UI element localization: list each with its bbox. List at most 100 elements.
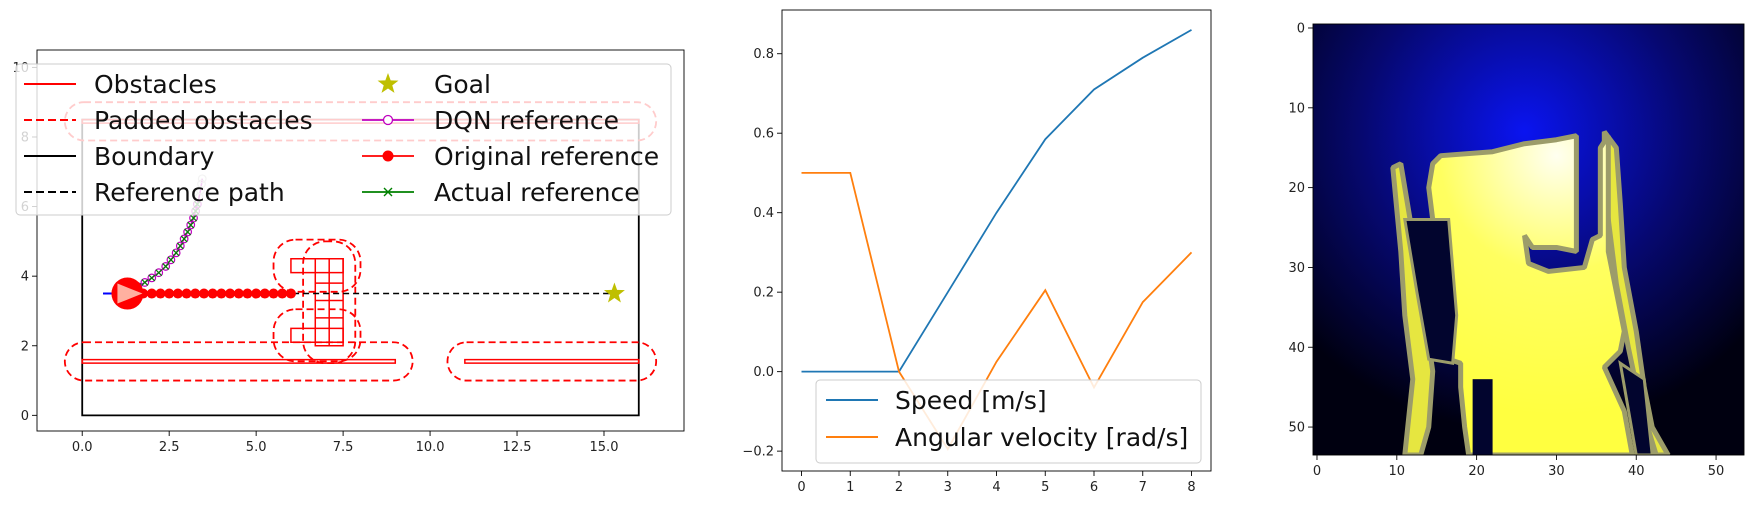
velocity-x-tick-label: 6	[1090, 480, 1098, 495]
padded-obstacle-pad-h-bottom	[272, 308, 362, 363]
original-reference-point	[198, 288, 209, 299]
velocity-y-tick-label: 0.0	[753, 365, 774, 380]
map-y-tick-label: 0	[21, 409, 29, 424]
map-frame	[36, 49, 685, 432]
map-x-tick-label: 12.5	[503, 440, 532, 455]
actual-reference-point	[184, 228, 192, 236]
map-y-tick-label: 2	[21, 339, 29, 354]
legend-label-0: Obstacles	[94, 70, 217, 99]
velocity-y-tick-label: 0.6	[753, 127, 774, 142]
map-legend: Obstacles Padded obstacles Boundary Referen…	[15, 63, 672, 216]
velocity-legend-label-1: Angular velocity [rad/s]	[895, 423, 1188, 452]
dqn-reference-point	[175, 241, 185, 251]
heatmap-dark-hole	[1618, 360, 1654, 455]
padded-obstacle-pad-h-top	[272, 238, 362, 293]
goal-star	[603, 282, 625, 303]
robot-heading	[117, 283, 143, 304]
velocity-y-tick-label: 0.2	[753, 286, 774, 301]
actual-reference-point	[162, 262, 170, 270]
original-reference-point	[225, 288, 236, 299]
map-x-tick-label: 10.0	[416, 440, 445, 455]
velocity-x-tick-label: 3	[944, 480, 952, 495]
heatmap-dark-strip	[1403, 218, 1459, 365]
velocity-x-tick-label: 2	[895, 480, 903, 495]
original-reference-point	[172, 288, 183, 299]
original-reference-point	[259, 288, 270, 299]
heatmap-image	[1313, 24, 1744, 455]
obstacle-h-block-stem	[314, 258, 344, 347]
original-reference-point	[207, 288, 218, 299]
dqn-reference-point	[179, 234, 189, 244]
velocity-legend-label-0: Speed [m/s]	[895, 386, 1047, 415]
velocity-x-tick-label: 1	[846, 480, 854, 495]
actual-reference-point	[176, 242, 184, 250]
actual-reference-point	[180, 235, 188, 243]
dqn-reference-point	[140, 278, 150, 287]
velocity-legend-box	[815, 379, 1202, 464]
dqn-reference-point	[183, 227, 193, 237]
heatmap-y-tick-label: 0	[1297, 21, 1305, 36]
legend-label-1: Padded obstacles	[94, 106, 313, 135]
original-reference-point	[164, 288, 175, 299]
legend-label-2: Boundary	[94, 142, 215, 171]
obstacle-h-block-bottom	[290, 327, 344, 344]
velocity-x-tick-label: 8	[1187, 480, 1195, 495]
map-y-tick-label: 4	[21, 270, 29, 285]
original-reference-point	[285, 288, 296, 299]
obstacle-h-block-top	[290, 258, 344, 274]
original-reference-point	[181, 288, 192, 299]
map-x-tick-label: 5.0	[246, 440, 267, 455]
actual-reference-point	[187, 221, 195, 229]
dqn-reference-point	[166, 255, 176, 265]
obstacle-lower-right-wall	[464, 358, 640, 364]
velocity-x-tick-label: 0	[797, 480, 805, 495]
actual-reference-point	[141, 279, 149, 286]
actual-reference-point	[155, 269, 163, 277]
velocity-y-tick-label: 0.8	[753, 47, 774, 62]
heatmap-x-tick-label: 10	[1389, 464, 1406, 479]
original-reference-point	[242, 288, 253, 299]
original-reference-point	[251, 288, 262, 299]
heatmap-x-tick-label: 50	[1708, 464, 1725, 479]
padded-obstacle-pad-lower-left	[63, 341, 414, 382]
dqn-reference-point	[171, 248, 181, 258]
legend-handle-4	[377, 73, 399, 93]
velocity-x-tick-label: 5	[1041, 480, 1049, 495]
heatmap-x-tick-label: 30	[1548, 464, 1565, 479]
dqn-reference-point	[154, 268, 164, 278]
map-x-tick-label: 15.0	[590, 440, 619, 455]
original-reference-point	[155, 288, 166, 299]
legend-label-3: Reference path	[94, 178, 285, 207]
velocity-legend: Speed [m/s] Angular velocity [rad/s]	[815, 379, 1202, 464]
original-reference-point	[277, 288, 288, 299]
heatmap-y-tick-label: 10	[1288, 101, 1305, 116]
actual-reference-point	[167, 256, 175, 264]
actual-reference-point	[148, 274, 156, 282]
heatmap-y-tick-label: 50	[1288, 421, 1305, 436]
map-x-tick-label: 2.5	[159, 440, 180, 455]
velocity-y-tick-label: −0.2	[742, 445, 774, 460]
legend-marker-6	[382, 150, 394, 162]
legend-marker-5	[382, 114, 394, 126]
original-reference-point	[216, 288, 227, 299]
actual-reference-point	[172, 249, 180, 257]
legend-label-6: Original reference	[434, 142, 659, 171]
heatmap-x-tick-label: 0	[1313, 464, 1321, 479]
map-legend-box	[15, 63, 672, 216]
obstacle-lower-left-wall	[81, 358, 397, 364]
legend-label-7: Actual reference	[434, 178, 640, 207]
original-reference-point	[268, 288, 279, 299]
actual-reference-point	[190, 214, 197, 222]
legend-marker-7	[383, 187, 393, 197]
velocity-x-tick-label: 4	[992, 480, 1000, 495]
map-x-tick-label: 0.0	[72, 440, 93, 455]
velocity-series-0	[801, 29, 1192, 373]
heatmap-y-tick-label: 20	[1288, 181, 1305, 196]
original-reference-point	[146, 288, 157, 299]
velocity-x-tick-label: 7	[1139, 480, 1147, 495]
legend-label-4: Goal	[434, 70, 491, 99]
legend-label-5: DQN reference	[434, 106, 619, 135]
heatmap-dark-gap	[1472, 379, 1493, 455]
original-reference-point	[233, 288, 244, 299]
